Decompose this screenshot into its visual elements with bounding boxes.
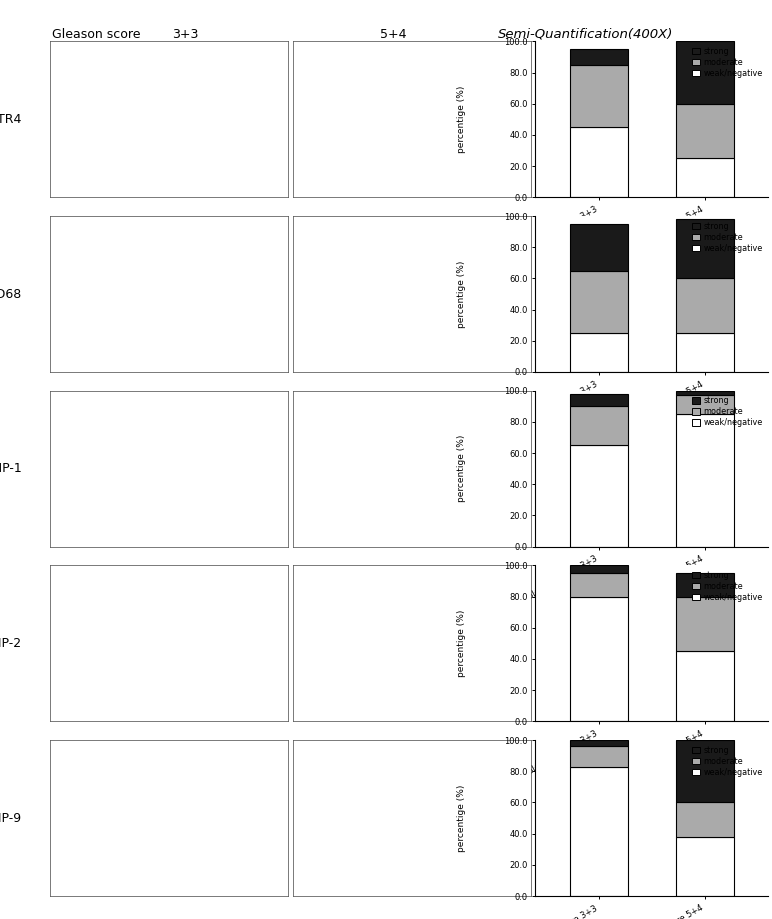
Bar <box>676 395 733 414</box>
Y-axis label: percentige (%): percentige (%) <box>456 435 466 503</box>
Bar <box>570 446 628 547</box>
Bar <box>676 740 733 802</box>
Legend: strong, moderate, weak/negative: strong, moderate, weak/negative <box>690 220 764 255</box>
Y-axis label: percentige (%): percentige (%) <box>456 260 466 328</box>
Text: 5+4: 5+4 <box>381 28 407 40</box>
Bar <box>570 127 628 198</box>
Bar <box>676 391 733 395</box>
Bar <box>570 573 628 596</box>
Bar <box>676 596 733 652</box>
Bar <box>676 333 733 372</box>
Bar <box>676 573 733 596</box>
Bar <box>570 766 628 896</box>
Bar <box>570 746 628 766</box>
Bar <box>676 278 733 333</box>
Bar <box>676 158 733 198</box>
Bar <box>570 64 628 127</box>
Legend: strong, moderate, weak/negative: strong, moderate, weak/negative <box>690 570 764 604</box>
Bar <box>570 394 628 406</box>
Bar <box>676 104 733 158</box>
Bar <box>676 802 733 837</box>
Bar <box>676 219 733 278</box>
Text: TR4: TR4 <box>0 113 22 126</box>
Y-axis label: percentige (%): percentige (%) <box>456 85 466 153</box>
Legend: strong, moderate, weak/negative: strong, moderate, weak/negative <box>690 45 764 80</box>
Bar <box>570 224 628 270</box>
Bar <box>570 49 628 64</box>
Text: Gleason score: Gleason score <box>52 28 141 40</box>
Text: MMP-2: MMP-2 <box>0 637 22 650</box>
Y-axis label: percentige (%): percentige (%) <box>456 609 466 677</box>
Text: Semi-Quantification(400X): Semi-Quantification(400X) <box>497 28 673 40</box>
Legend: strong, moderate, weak/negative: strong, moderate, weak/negative <box>690 395 764 429</box>
Legend: strong, moderate, weak/negative: strong, moderate, weak/negative <box>690 744 764 778</box>
Text: MMP-9: MMP-9 <box>0 811 22 824</box>
Text: 3+3: 3+3 <box>172 28 198 40</box>
Bar <box>570 596 628 721</box>
Text: CD68: CD68 <box>0 288 22 301</box>
Bar <box>570 406 628 446</box>
Bar <box>570 270 628 333</box>
Y-axis label: percentige (%): percentige (%) <box>456 784 466 852</box>
Bar <box>570 740 628 746</box>
Bar <box>676 837 733 896</box>
Bar <box>676 414 733 547</box>
Bar <box>676 652 733 721</box>
Bar <box>570 333 628 372</box>
Bar <box>570 565 628 573</box>
Bar <box>676 41 733 104</box>
Text: TIMP-1: TIMP-1 <box>0 462 22 475</box>
